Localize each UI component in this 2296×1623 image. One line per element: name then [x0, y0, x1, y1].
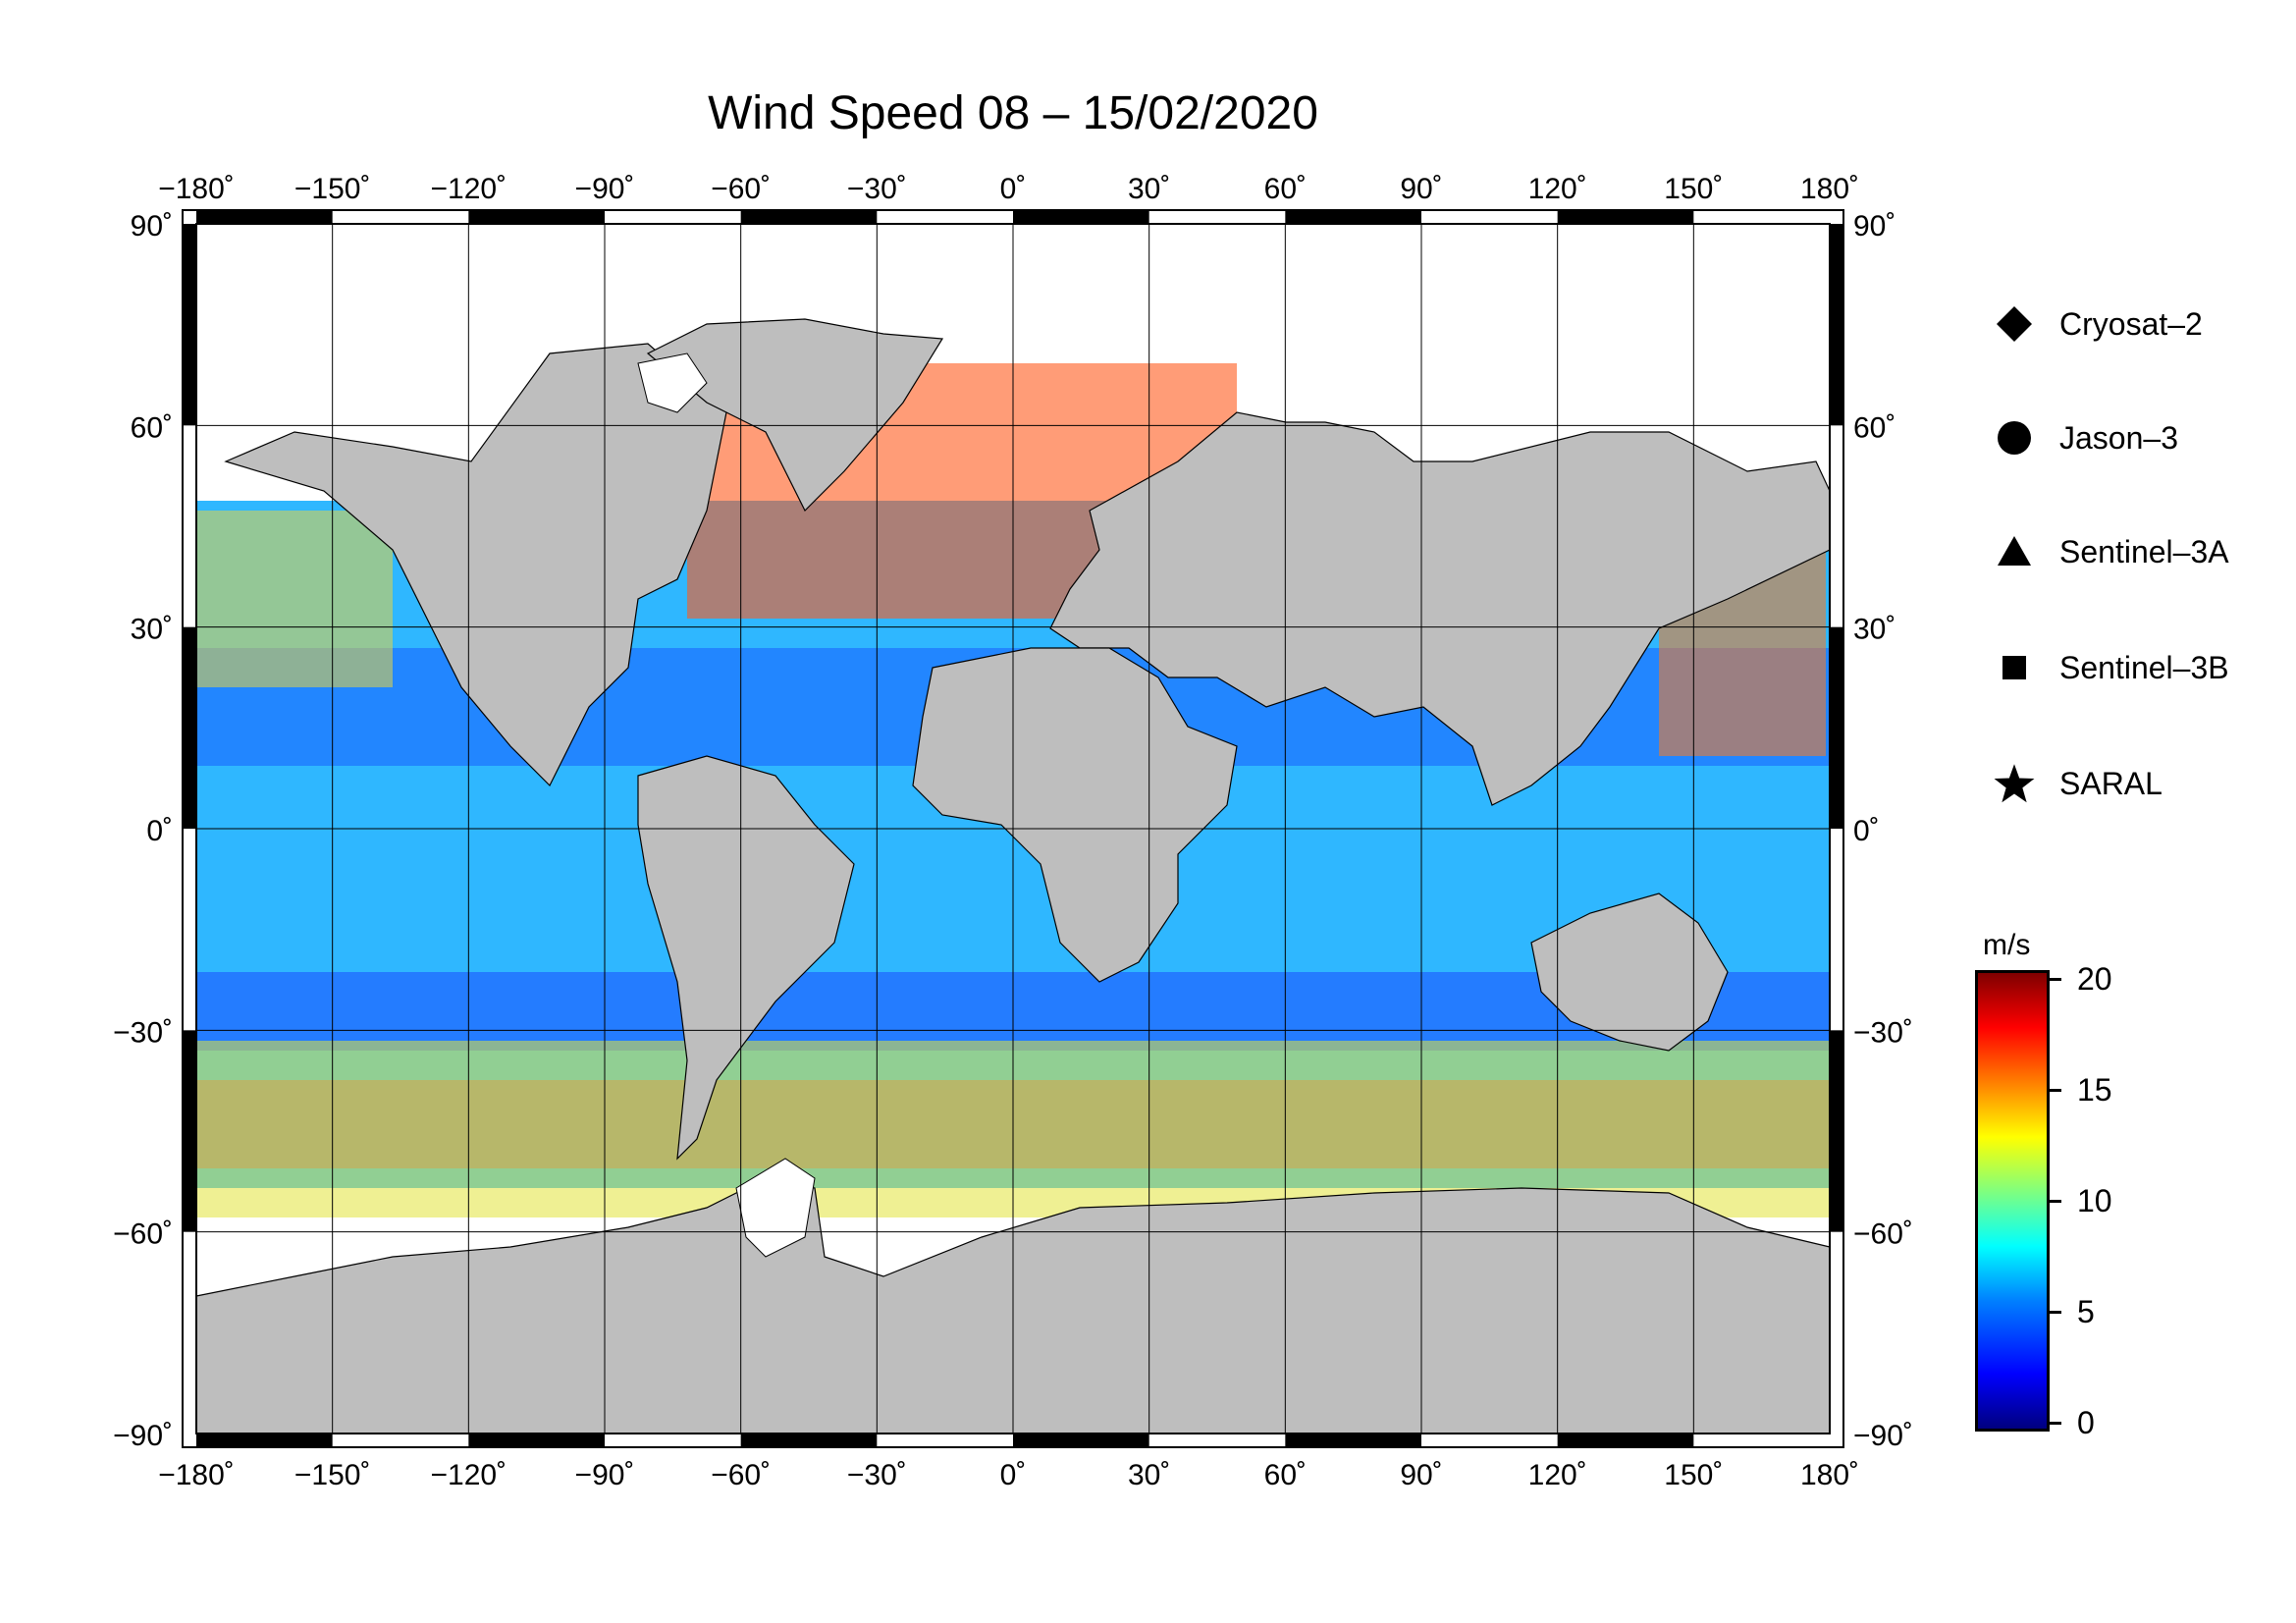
- greenland: [646, 318, 944, 513]
- colorbar-tick-label: 15: [2077, 1072, 2112, 1108]
- colorbar-tick: [2050, 1089, 2061, 1092]
- latitude-labels-right: 90˚ 60˚ 30˚ 0˚ −30˚ −60˚ −90˚: [1853, 210, 1913, 1452]
- colorbar-tick-label: 10: [2077, 1183, 2112, 1218]
- frame-segment: [196, 1434, 333, 1447]
- tick-label: −120˚: [431, 1459, 507, 1491]
- tick-label: 150˚: [1664, 1459, 1723, 1491]
- legend-item-cryosat: Cryosat–2: [1993, 302, 2203, 346]
- tick-label: −90˚: [113, 1420, 173, 1452]
- tick-label: −30˚: [1853, 1016, 1913, 1049]
- tick-label: 90˚: [1400, 173, 1442, 205]
- frame-segment: [1285, 1434, 1421, 1447]
- tick-label: 0˚: [1000, 173, 1027, 205]
- tick-label: 0˚: [1000, 1459, 1027, 1491]
- star-icon: [1993, 762, 2036, 805]
- square-icon: [1993, 646, 2036, 689]
- triangle-icon: [1993, 530, 2036, 573]
- tick-label: −180˚: [158, 173, 235, 205]
- legend-label: Jason–3: [2059, 419, 2178, 456]
- frame-segment: [1557, 210, 1694, 224]
- tick-label: −60˚: [1853, 1218, 1913, 1251]
- tick-label: 90˚: [1400, 1459, 1442, 1491]
- colorbar-tick: [2050, 1422, 2061, 1425]
- tick-label: 150˚: [1664, 173, 1723, 205]
- tick-label: −150˚: [294, 173, 371, 205]
- tick-label: −60˚: [711, 1459, 771, 1491]
- frame-segment: [1830, 224, 1843, 426]
- frame-segment: [1013, 210, 1149, 224]
- frame-segment: [468, 210, 605, 224]
- frame-segment: [183, 626, 196, 829]
- colorbar-tick: [2050, 1200, 2061, 1203]
- legend-item-sentinel-3b: Sentinel–3B: [1993, 646, 2229, 689]
- tick-label: 90˚: [131, 210, 173, 243]
- colorbar-tick: [2050, 978, 2061, 981]
- legend-label: SARAL: [2059, 765, 2163, 801]
- legend-item-saral: SARAL: [1993, 762, 2163, 805]
- frame-segment: [1557, 1434, 1694, 1447]
- tick-label: 30˚: [1128, 173, 1170, 205]
- frame-segment: [183, 1030, 196, 1232]
- tick-label: −30˚: [847, 1459, 907, 1491]
- tick-label: 0˚: [146, 815, 173, 847]
- legend-item-sentinel-3a: Sentinel–3A: [1993, 530, 2229, 573]
- tick-label: 120˚: [1528, 173, 1587, 205]
- frame-segment: [468, 1434, 605, 1447]
- legend-label: Sentinel–3A: [2059, 533, 2229, 569]
- latitude-labels-left: 90˚ 60˚ 30˚ 0˚ −30˚ −60˚ −90˚: [113, 210, 173, 1452]
- tick-label: 180˚: [1800, 1459, 1859, 1491]
- world-wind-speed-map: −180˚ −150˚ −120˚ −90˚ −60˚ −30˚ 0˚ 30˚ 60˚ 90˚ 12…: [113, 173, 1913, 1491]
- frame-segment: [1830, 1030, 1843, 1232]
- map-frame: [182, 209, 1844, 1448]
- longitude-labels-top: −180˚ −150˚ −120˚ −90˚ −60˚ −30˚ 0˚ 30˚ 60˚ 90˚ 12…: [158, 173, 1859, 205]
- tick-label: 30˚: [1128, 1459, 1170, 1491]
- tick-label: −30˚: [847, 173, 907, 205]
- legend-label: Cryosat–2: [2059, 305, 2203, 342]
- colorbar-tick-label: 5: [2077, 1294, 2095, 1329]
- frame-segment: [740, 1434, 878, 1447]
- tick-label: 0˚: [1853, 815, 1880, 847]
- tick-label: −30˚: [113, 1016, 173, 1049]
- tick-label: −90˚: [575, 173, 635, 205]
- map-border: [195, 223, 1831, 1434]
- tick-label: −90˚: [575, 1459, 635, 1491]
- south-america: [637, 755, 855, 1161]
- diamond-icon: [1993, 302, 2036, 346]
- tick-label: 180˚: [1800, 173, 1859, 205]
- tick-label: −60˚: [711, 173, 771, 205]
- frame-segment: [1830, 626, 1843, 829]
- tick-label: −150˚: [294, 1459, 371, 1491]
- tick-label: −180˚: [158, 1459, 235, 1491]
- colorbar-tick-label: 0: [2077, 1405, 2095, 1440]
- africa: [912, 647, 1238, 983]
- tick-label: −90˚: [1853, 1420, 1913, 1452]
- frame-segment: [740, 210, 878, 224]
- tick-label: 60˚: [1264, 1459, 1307, 1491]
- tick-label: 60˚: [131, 411, 173, 444]
- longitude-labels-bottom: −180˚ −150˚ −120˚ −90˚ −60˚ −30˚ 0˚ 30˚ 60˚ 90˚ 12…: [158, 1459, 1859, 1491]
- tick-label: −60˚: [113, 1218, 173, 1251]
- frame-outline: [182, 209, 1844, 1448]
- tick-label: 30˚: [131, 614, 173, 646]
- colorbar-tick: [2050, 1311, 2061, 1314]
- frame-segment: [1013, 1434, 1149, 1447]
- frame-segment: [1285, 210, 1421, 224]
- tick-label: 60˚: [1853, 411, 1896, 444]
- frame-segment: [196, 210, 333, 224]
- tick-label: 90˚: [1853, 210, 1896, 243]
- australia: [1530, 893, 1729, 1052]
- colorbar-tick-label: 20: [2077, 961, 2112, 997]
- tick-label: −120˚: [431, 173, 507, 205]
- tick-label: 120˚: [1528, 1459, 1587, 1491]
- tick-label: 60˚: [1264, 173, 1307, 205]
- map-title: Wind Speed 08 – 15/02/2020: [708, 87, 1318, 139]
- circle-icon: [1993, 416, 2036, 460]
- legend-item-jason: Jason–3: [1993, 416, 2178, 460]
- frame-segment: [183, 224, 196, 426]
- legend-label: Sentinel–3B: [2059, 649, 2229, 685]
- north-america: [224, 343, 727, 787]
- colorbar-unit: m/s: [1983, 929, 2031, 961]
- tick-label: 30˚: [1853, 614, 1896, 646]
- colorbar-gradient: [1975, 970, 2050, 1432]
